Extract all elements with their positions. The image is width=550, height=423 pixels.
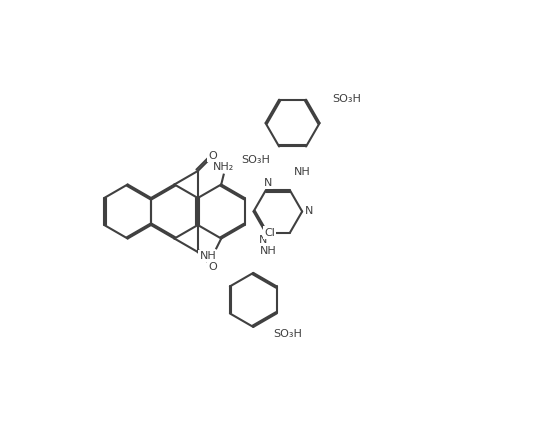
- Text: Cl: Cl: [265, 228, 275, 238]
- Text: N: N: [259, 235, 267, 245]
- Text: O: O: [208, 151, 217, 161]
- Text: SO₃H: SO₃H: [241, 155, 270, 165]
- Text: SO₃H: SO₃H: [273, 330, 302, 339]
- Text: NH₂: NH₂: [213, 162, 234, 172]
- Text: NH: NH: [200, 251, 216, 261]
- Text: O: O: [208, 262, 217, 272]
- Text: SO₃H: SO₃H: [332, 93, 361, 104]
- Text: NH: NH: [294, 167, 311, 177]
- Text: N: N: [264, 178, 272, 188]
- Text: NH: NH: [260, 246, 277, 256]
- Text: N: N: [305, 206, 313, 217]
